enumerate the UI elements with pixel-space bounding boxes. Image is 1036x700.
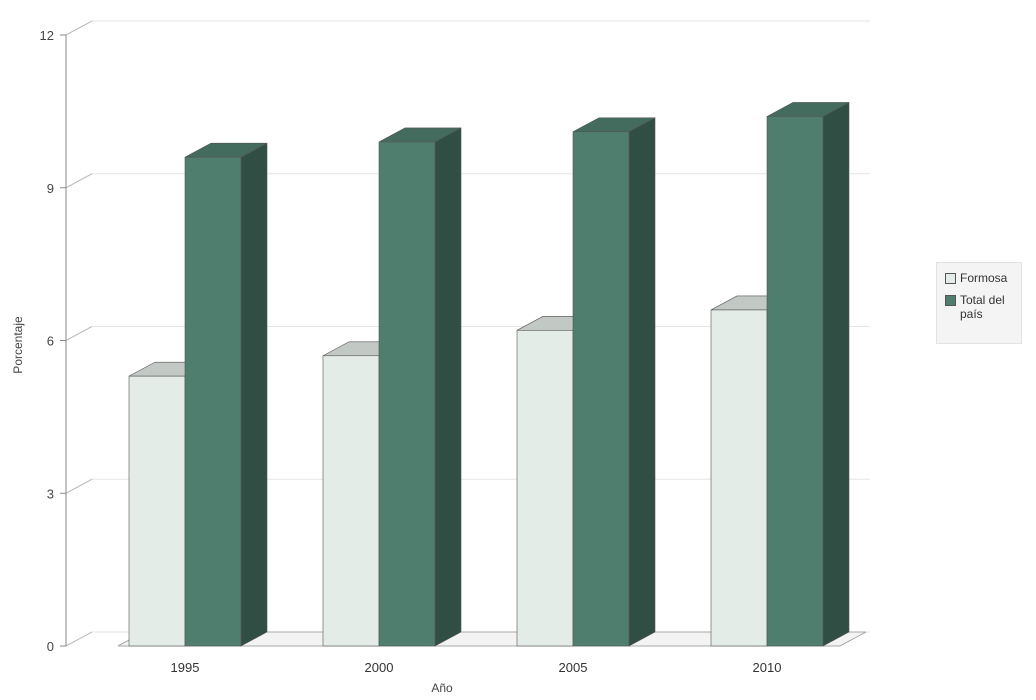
legend-item-formosa: Formosa [945, 271, 1017, 285]
legend-swatch-formosa [945, 273, 956, 284]
legend-item-total: Total del país [945, 293, 1017, 321]
bar-total-1995-side [240, 142, 268, 647]
x-tick-label-1995: 1995 [171, 660, 200, 675]
bar-formosa-2000-front [322, 355, 380, 647]
legend: Formosa Total del país [936, 262, 1022, 344]
x-axis-labels: 1995 2000 2005 2010 [171, 660, 782, 675]
legend-swatch-total [945, 295, 956, 306]
legend-label-formosa: Formosa [960, 271, 1008, 285]
bar-total-2005-side [628, 117, 656, 647]
bar-formosa-2005-front [516, 330, 574, 647]
y-tick-label: 3 [47, 486, 54, 501]
x-tick-label-2010: 2010 [753, 660, 782, 675]
y-axis-title: Porcentaje [11, 316, 25, 374]
bar-total-1995-front [184, 156, 242, 647]
gridline-diagonal [65, 478, 93, 494]
bar-total-2000 [378, 127, 462, 647]
bar-total-2010-front [766, 116, 824, 647]
y-tick-label: 6 [47, 334, 54, 349]
bar-total-2005 [572, 117, 656, 647]
y-tick-label: 9 [47, 181, 54, 196]
x-tick-label-2005: 2005 [559, 660, 588, 675]
y-axis: 0 3 6 9 12 [40, 28, 67, 654]
bar-total-2000-front [378, 141, 436, 647]
y-tick-label: 12 [40, 28, 54, 43]
x-axis-title: Año [431, 681, 453, 695]
bar-total-2010 [766, 101, 850, 647]
bar-total-2005-front [572, 131, 630, 647]
bar-formosa-1995-front [128, 375, 186, 647]
gridline-diagonal [65, 173, 93, 189]
bar-total-2000-side [434, 127, 462, 647]
x-tick-label-2000: 2000 [365, 660, 394, 675]
bar-total-2010-side [822, 101, 850, 647]
bar-total-1995 [184, 142, 268, 647]
gridline-diagonal [65, 631, 93, 647]
legend-label-total: Total del país [960, 293, 1005, 321]
gridline-diagonal [65, 326, 93, 341]
gridline-diagonal [65, 20, 93, 36]
bars [128, 101, 850, 647]
bar-formosa-2010-front [710, 309, 768, 647]
y-tick-label: 0 [47, 639, 54, 654]
